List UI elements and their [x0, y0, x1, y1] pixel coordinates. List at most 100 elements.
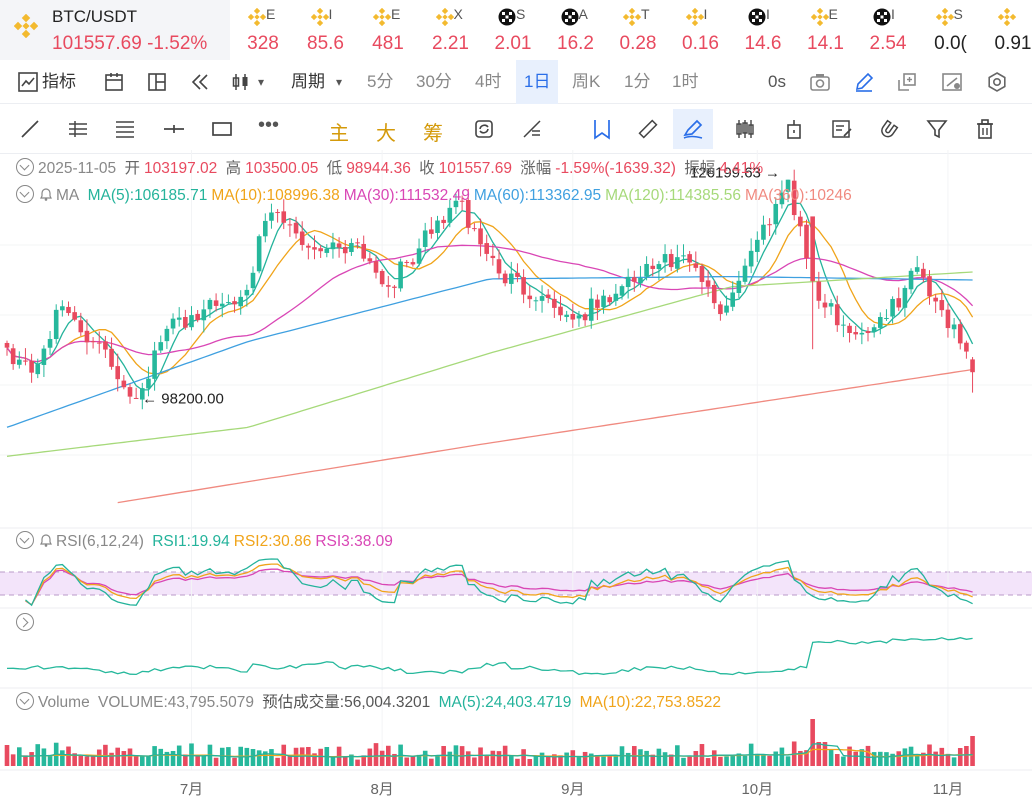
chevron-down-icon[interactable] — [16, 692, 34, 710]
candle-body — [281, 211, 287, 223]
ticker-item[interactable]: T 0.28 — [607, 0, 669, 60]
bell-icon[interactable] — [38, 186, 54, 202]
candles-icon[interactable] — [733, 117, 757, 141]
refresh-icon[interactable] — [472, 117, 496, 141]
volume-ma10: MA(10):22,753.8522 — [579, 694, 721, 711]
period-1m[interactable]: 1分 — [624, 72, 651, 91]
ticker-price: 0.0( — [934, 33, 967, 54]
ticker-price: 16.2 — [557, 33, 594, 54]
chip-tool-button[interactable]: 筹 — [423, 123, 443, 145]
volume-bar — [761, 755, 766, 766]
volume-bar — [72, 753, 77, 766]
calendar-icon[interactable] — [102, 70, 126, 94]
ticker-symbol: X — [453, 6, 463, 22]
parallel-lines-icon[interactable] — [66, 117, 90, 141]
chevron-down-icon[interactable]: ▾ — [336, 75, 343, 89]
horizontal-line-icon[interactable] — [162, 117, 186, 141]
volume-bar — [662, 752, 668, 766]
bookmark-icon[interactable] — [590, 117, 614, 141]
ticker-item[interactable]: X 2.21 — [420, 0, 482, 60]
ma30-line — [6, 244, 974, 363]
ticker-item[interactable]: I 2.54 — [857, 0, 919, 60]
indicator-chart-icon[interactable] — [16, 70, 40, 94]
period-5m[interactable]: 5分 — [367, 72, 394, 91]
period-1h[interactable]: 1时 — [672, 72, 699, 91]
ticker-item[interactable]: I 0.16 — [670, 0, 732, 60]
lock-icon[interactable] — [782, 117, 806, 141]
volume-bar — [250, 749, 256, 766]
candle-body — [810, 216, 815, 282]
camera-icon[interactable] — [808, 70, 832, 94]
candle-type-icon[interactable] — [230, 70, 254, 94]
layout-icon[interactable] — [145, 70, 169, 94]
chevron-down-icon[interactable] — [16, 185, 34, 203]
eraser-icon[interactable] — [940, 70, 964, 94]
volume-bar — [115, 747, 120, 766]
volume-bar — [275, 757, 280, 766]
ticker-price: 2.01 — [494, 33, 532, 54]
candle-body — [619, 286, 625, 296]
volume-bar — [896, 751, 902, 766]
ticker-item[interactable]: E 14.1 — [795, 0, 857, 60]
period-dropdown[interactable]: 周期 — [291, 72, 325, 91]
candle-body — [263, 220, 268, 237]
filter-icon[interactable] — [925, 117, 949, 141]
more-icon[interactable]: ••• — [258, 114, 280, 136]
volume-bar — [742, 755, 748, 766]
chevron-down-icon[interactable]: ▾ — [258, 75, 265, 89]
rectangle-icon[interactable] — [210, 117, 234, 141]
candle-body — [496, 259, 502, 274]
ticker-item[interactable]: E 481 — [357, 0, 419, 60]
candle-body — [564, 314, 569, 317]
volume-bar — [699, 744, 705, 766]
candle-body — [951, 324, 957, 330]
big-tool-button[interactable]: 大 — [376, 123, 396, 145]
volume-bar — [521, 749, 526, 766]
settings-icon[interactable] — [985, 70, 1009, 94]
note-edit-icon[interactable] — [830, 117, 854, 141]
period-4h[interactable]: 4时 — [475, 72, 502, 91]
rewind-icon[interactable] — [188, 70, 212, 94]
ticker-item[interactable]: S 2.01 — [482, 0, 544, 60]
pencil-icon[interactable] — [852, 70, 876, 94]
volume-bar — [355, 759, 360, 766]
draw-mode-icon[interactable] — [673, 109, 713, 149]
amplitude-value: 4.41% — [719, 160, 764, 177]
min-price-label: ← 98200.00 — [142, 390, 224, 407]
candle-body — [773, 203, 779, 225]
add-window-icon[interactable] — [895, 70, 919, 94]
period-1d[interactable]: 1日 — [516, 60, 559, 104]
ticker-item[interactable]: A 16.2 — [545, 0, 607, 60]
measure-icon[interactable] — [520, 117, 544, 141]
ticker-item[interactable]: S 0.0( — [920, 0, 982, 60]
indicators-button[interactable]: 指标 — [42, 72, 76, 91]
ticker-item[interactable]: E 328 — [232, 0, 294, 60]
candle-body — [318, 248, 323, 252]
candle-body — [53, 309, 59, 340]
candle-body — [914, 267, 920, 272]
chevron-down-icon[interactable] — [16, 531, 34, 549]
rsi2-line — [25, 563, 973, 606]
trash-icon[interactable] — [973, 117, 997, 141]
chevron-down-icon[interactable] — [16, 158, 34, 176]
ticker-item[interactable]: I 14.6 — [732, 0, 794, 60]
candle-body — [767, 224, 772, 226]
volume-bar — [718, 756, 723, 766]
main-tool-button[interactable]: 主 — [329, 123, 349, 145]
ruler-icon[interactable] — [636, 117, 660, 141]
candle-body — [342, 247, 348, 254]
active-ticker[interactable]: BTC/USDT 101557.69 -1.52% — [0, 0, 230, 60]
bell-icon[interactable] — [38, 532, 54, 548]
period-30m[interactable]: 30分 — [416, 72, 452, 91]
candle-body — [447, 207, 453, 223]
magnet-icon[interactable] — [877, 117, 901, 141]
ticker-item[interactable]: I 85.6 — [295, 0, 357, 60]
fib-lines-icon[interactable] — [113, 117, 137, 141]
chevron-right-icon[interactable] — [16, 613, 34, 631]
candle-body — [687, 254, 692, 263]
trend-line-icon[interactable] — [18, 117, 42, 141]
period-1w[interactable]: 周K — [572, 72, 601, 91]
ticker-item[interactable]: 0.91 — [982, 0, 1032, 60]
candle-body — [299, 231, 305, 245]
